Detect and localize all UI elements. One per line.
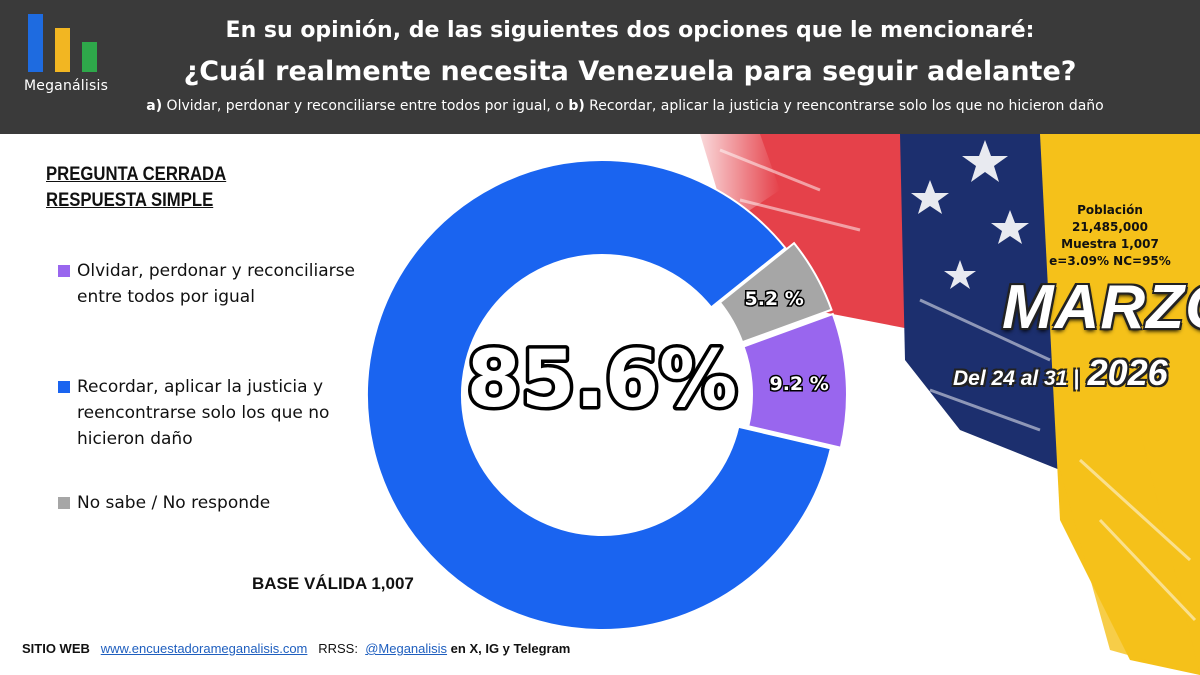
option-a-text: Olvidar, perdonar y reconciliarse entre …	[162, 98, 569, 114]
legend-swatch-gray	[58, 497, 70, 509]
date-range-text: Del 24 al 31 |	[953, 367, 1080, 390]
website-link[interactable]: www.encuestadorameganalisis.com	[100, 641, 308, 656]
date-range: Del 24 al 31 | 2026	[953, 352, 1168, 394]
footer: SITIO WEB www.encuestadorameganalisis.co…	[22, 641, 570, 656]
logo-bar-blue	[28, 14, 43, 72]
logo-bar-yellow	[55, 28, 70, 72]
rrss-label: RRSS:	[318, 641, 358, 656]
legend-swatch-purple	[58, 265, 70, 277]
center-value-label: 85.6%	[467, 335, 738, 425]
question-type: PREGUNTA CERRADA RESPUESTA SIMPLE	[46, 162, 226, 214]
slice-value-label-2: 5.2 %	[744, 288, 803, 310]
legend-label: Recordar, aplicar la justicia y reencont…	[77, 377, 330, 449]
option-b-text: Recordar, aplicar la justicia y reencont…	[584, 98, 1104, 114]
year-label: 2026	[1087, 352, 1168, 393]
question-type-line2: RESPUESTA SIMPLE	[46, 190, 214, 211]
question-options: a) Olvidar, perdonar y reconciliarse ent…	[60, 98, 1190, 114]
muestra-value: Muestra 1,007	[1061, 237, 1159, 251]
social-handle-link[interactable]: @Meganalisis	[365, 641, 448, 656]
question-title: ¿Cuál realmente necesita Venezuela para …	[183, 56, 1077, 87]
survey-info: Población 21,485,000 Muestra 1,007 e=3.0…	[1040, 202, 1180, 270]
legend-item-no-sabe: No sabe / No responde	[58, 490, 358, 516]
header-bar: Meganálisis En su opinión, de las siguie…	[0, 0, 1200, 134]
social-networks: en X, IG y Telegram	[450, 641, 571, 656]
legend-label: No sabe / No responde	[77, 493, 271, 513]
logo-bar-green	[82, 42, 97, 72]
question-intro: En su opinión, de las siguientes dos opc…	[225, 18, 1035, 43]
donut-slice-0	[742, 312, 848, 449]
legend-label: Olvidar, perdonar y reconciliarse entre …	[77, 261, 355, 307]
poblacion-label: Población	[1077, 203, 1143, 217]
legend-item-recordar: Recordar, aplicar la justicia y reencont…	[58, 374, 358, 452]
meganalisis-logo: Meganálisis	[18, 10, 118, 110]
legend-item-olvidar: Olvidar, perdonar y reconciliarse entre …	[58, 258, 358, 310]
donut-slice-2	[718, 241, 833, 344]
option-a-letter: a)	[146, 98, 163, 114]
month-label: MARZO	[1002, 273, 1200, 342]
donut-slice-1	[366, 159, 833, 631]
option-b-letter: b)	[568, 98, 585, 114]
sitio-web-label: SITIO WEB	[22, 641, 90, 656]
slice-value-label-0: 9.2 %	[769, 373, 828, 395]
poblacion-value: 21,485,000	[1072, 220, 1148, 234]
logo-text: Meganálisis	[24, 78, 109, 94]
question-type-line1: PREGUNTA CERRADA	[46, 164, 227, 185]
legend-swatch-blue	[58, 381, 70, 393]
base-label: BASE VÁLIDA 1,007	[252, 574, 414, 593]
error-margin: e=3.09% NC=95%	[1049, 254, 1171, 268]
